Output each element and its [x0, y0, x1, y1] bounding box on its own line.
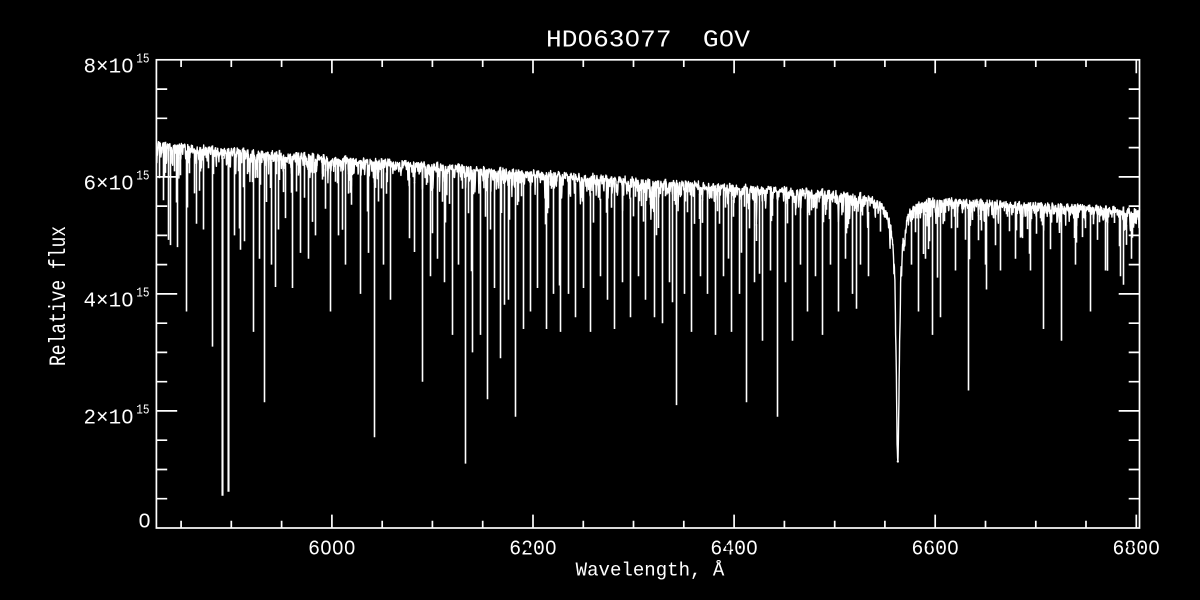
svg-text:2×10: 2×10 — [84, 408, 134, 431]
svg-text:6800: 6800 — [1113, 539, 1161, 562]
svg-text:Wavelength, Å: Wavelength, Å — [576, 560, 725, 582]
svg-text:4×10: 4×10 — [84, 291, 134, 314]
svg-text:15: 15 — [136, 287, 149, 302]
svg-text:15: 15 — [136, 170, 149, 185]
svg-text:6200: 6200 — [509, 539, 557, 562]
svg-text:15: 15 — [136, 52, 149, 67]
svg-text:Relative flux: Relative flux — [46, 226, 72, 366]
svg-text:6600: 6600 — [911, 539, 959, 562]
svg-text:6400: 6400 — [710, 539, 758, 562]
svg-text:15: 15 — [136, 404, 149, 419]
svg-text:6000: 6000 — [308, 539, 356, 562]
svg-text:8×10: 8×10 — [84, 56, 134, 79]
svg-text:HD063077 G0V: HD063077 G0V — [546, 28, 750, 55]
svg-text:6×10: 6×10 — [84, 174, 134, 197]
